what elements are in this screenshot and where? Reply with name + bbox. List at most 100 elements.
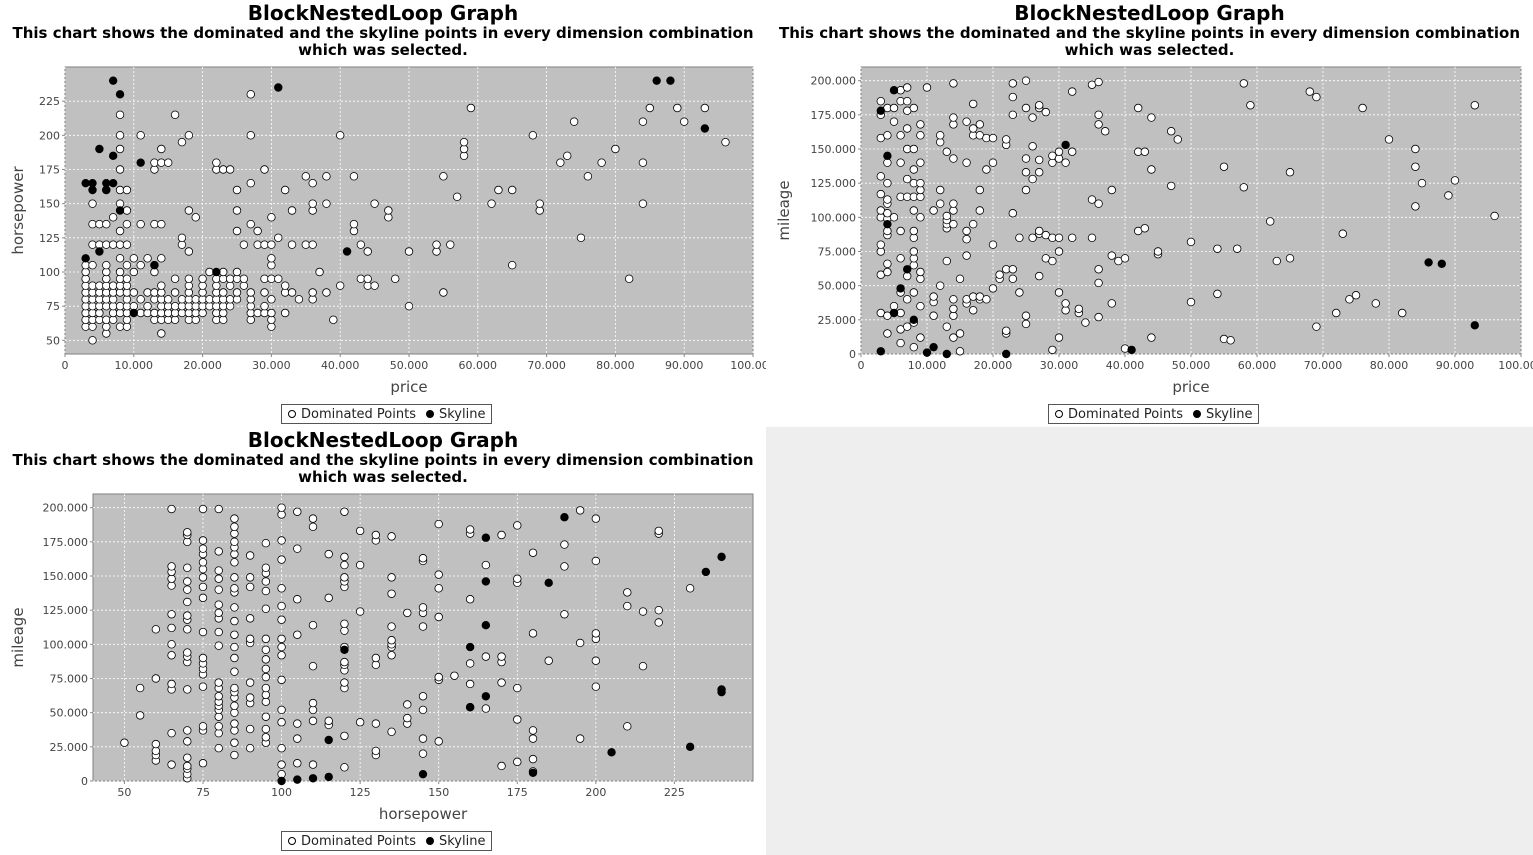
- y-tick-label: 25.000: [50, 741, 89, 754]
- dominated-point: [1021, 103, 1031, 113]
- dominated-point: [157, 329, 166, 338]
- dominated-point: [170, 301, 180, 311]
- dominated-point: [1272, 256, 1281, 266]
- y-tick-label: 200: [39, 129, 60, 142]
- dominated-series: [120, 503, 695, 783]
- dominated-point: [322, 288, 331, 297]
- dominated-point: [883, 178, 892, 188]
- dominated-point: [909, 206, 918, 215]
- dominated-point: [560, 562, 569, 571]
- dominated-point: [340, 573, 349, 582]
- dominated-point: [108, 240, 118, 249]
- dominated-point: [624, 274, 634, 284]
- dominated-point: [135, 683, 145, 693]
- y-tick-label: 0: [81, 775, 88, 788]
- skyline-point: [102, 178, 111, 188]
- dominated-point: [916, 178, 925, 188]
- skyline-point: [560, 513, 569, 522]
- dominated-point: [253, 308, 262, 318]
- dominated-point: [308, 240, 317, 249]
- dominated-point: [349, 219, 359, 229]
- y-axis-label: horsepower: [9, 166, 27, 255]
- dominated-point: [611, 144, 620, 154]
- skyline-point: [88, 178, 97, 188]
- dominated-point: [340, 763, 349, 772]
- chart-panel-price-mileage: BlockNestedLoop Graph This chart shows t…: [766, 0, 1533, 427]
- dominated-point: [909, 226, 918, 236]
- dominated-point: [115, 144, 125, 154]
- dominated-point: [591, 656, 601, 665]
- dominated-point: [654, 605, 663, 615]
- dominated-point: [569, 117, 579, 126]
- dominated-point: [949, 154, 958, 163]
- dominated-point: [184, 206, 194, 215]
- x-tick-label: 0: [62, 359, 69, 372]
- dominated-point: [1219, 162, 1229, 171]
- skyline-marker-icon: [425, 837, 434, 845]
- dominated-point: [1490, 211, 1499, 221]
- dominated-point: [535, 199, 544, 208]
- dominated-point: [949, 113, 958, 122]
- dominated-point: [560, 540, 569, 549]
- dominated-point: [1087, 195, 1097, 204]
- dominated-point: [949, 79, 958, 88]
- x-tick-label: 20.000: [974, 359, 1013, 372]
- dominated-point: [935, 131, 945, 140]
- dominated-point: [446, 240, 455, 249]
- dominated-point: [260, 240, 269, 249]
- dominated-point: [418, 749, 428, 758]
- skyline-point: [481, 620, 491, 630]
- dominated-point: [115, 165, 125, 174]
- x-tick-label: 150: [428, 786, 449, 799]
- dominated-point: [340, 731, 349, 741]
- dominated-point: [1021, 311, 1031, 320]
- dominated-point: [277, 705, 286, 715]
- dominated-point: [157, 158, 166, 167]
- dominated-point: [1008, 110, 1017, 120]
- dominated-point: [909, 247, 918, 256]
- y-tick-label: 50.000: [50, 707, 89, 720]
- dominated-point: [465, 659, 475, 668]
- dominated-point: [122, 185, 132, 195]
- x-tick-label: 50.000: [1172, 359, 1211, 372]
- skyline-point: [652, 76, 661, 85]
- dominated-point: [277, 675, 286, 685]
- dominated-point: [219, 288, 228, 297]
- dominated-point: [177, 295, 187, 304]
- dominated-point: [267, 295, 276, 304]
- y-tick-label: 225: [39, 95, 60, 108]
- dominated-point: [968, 306, 978, 315]
- dominated-point: [1068, 87, 1077, 96]
- y-tick-label: 125.000: [43, 604, 89, 617]
- y-tick-label: 175.000: [811, 109, 857, 122]
- dominated-point: [261, 563, 271, 572]
- dominated-point: [232, 185, 242, 195]
- dominated-point: [896, 338, 905, 348]
- dominated-point: [975, 120, 984, 129]
- dominated-point: [434, 584, 443, 593]
- dominated-point: [466, 103, 476, 113]
- dominated-point: [277, 601, 286, 611]
- x-tick-label: 20.000: [183, 359, 222, 372]
- dominated-point: [122, 206, 132, 215]
- dominated-point: [261, 712, 271, 721]
- dominated-point: [260, 165, 269, 174]
- dominated-point: [896, 254, 905, 263]
- dominated-point: [163, 295, 173, 304]
- dominated-point: [363, 247, 372, 256]
- dominated-point: [198, 722, 208, 731]
- dominated-point: [968, 99, 978, 109]
- dominated-point: [143, 301, 152, 311]
- dominated-point: [494, 185, 503, 195]
- dominated-point: [214, 608, 223, 618]
- dominated-point: [968, 124, 978, 133]
- dominated-point: [183, 585, 192, 594]
- dominated-point: [1035, 226, 1044, 236]
- dominated-point: [371, 530, 381, 540]
- y-tick-label: 50: [46, 334, 60, 347]
- dominated-point: [198, 627, 208, 637]
- dominated-point: [143, 254, 152, 263]
- dominated-point: [1015, 233, 1024, 243]
- skyline-point: [607, 748, 616, 757]
- dominated-point: [988, 240, 998, 249]
